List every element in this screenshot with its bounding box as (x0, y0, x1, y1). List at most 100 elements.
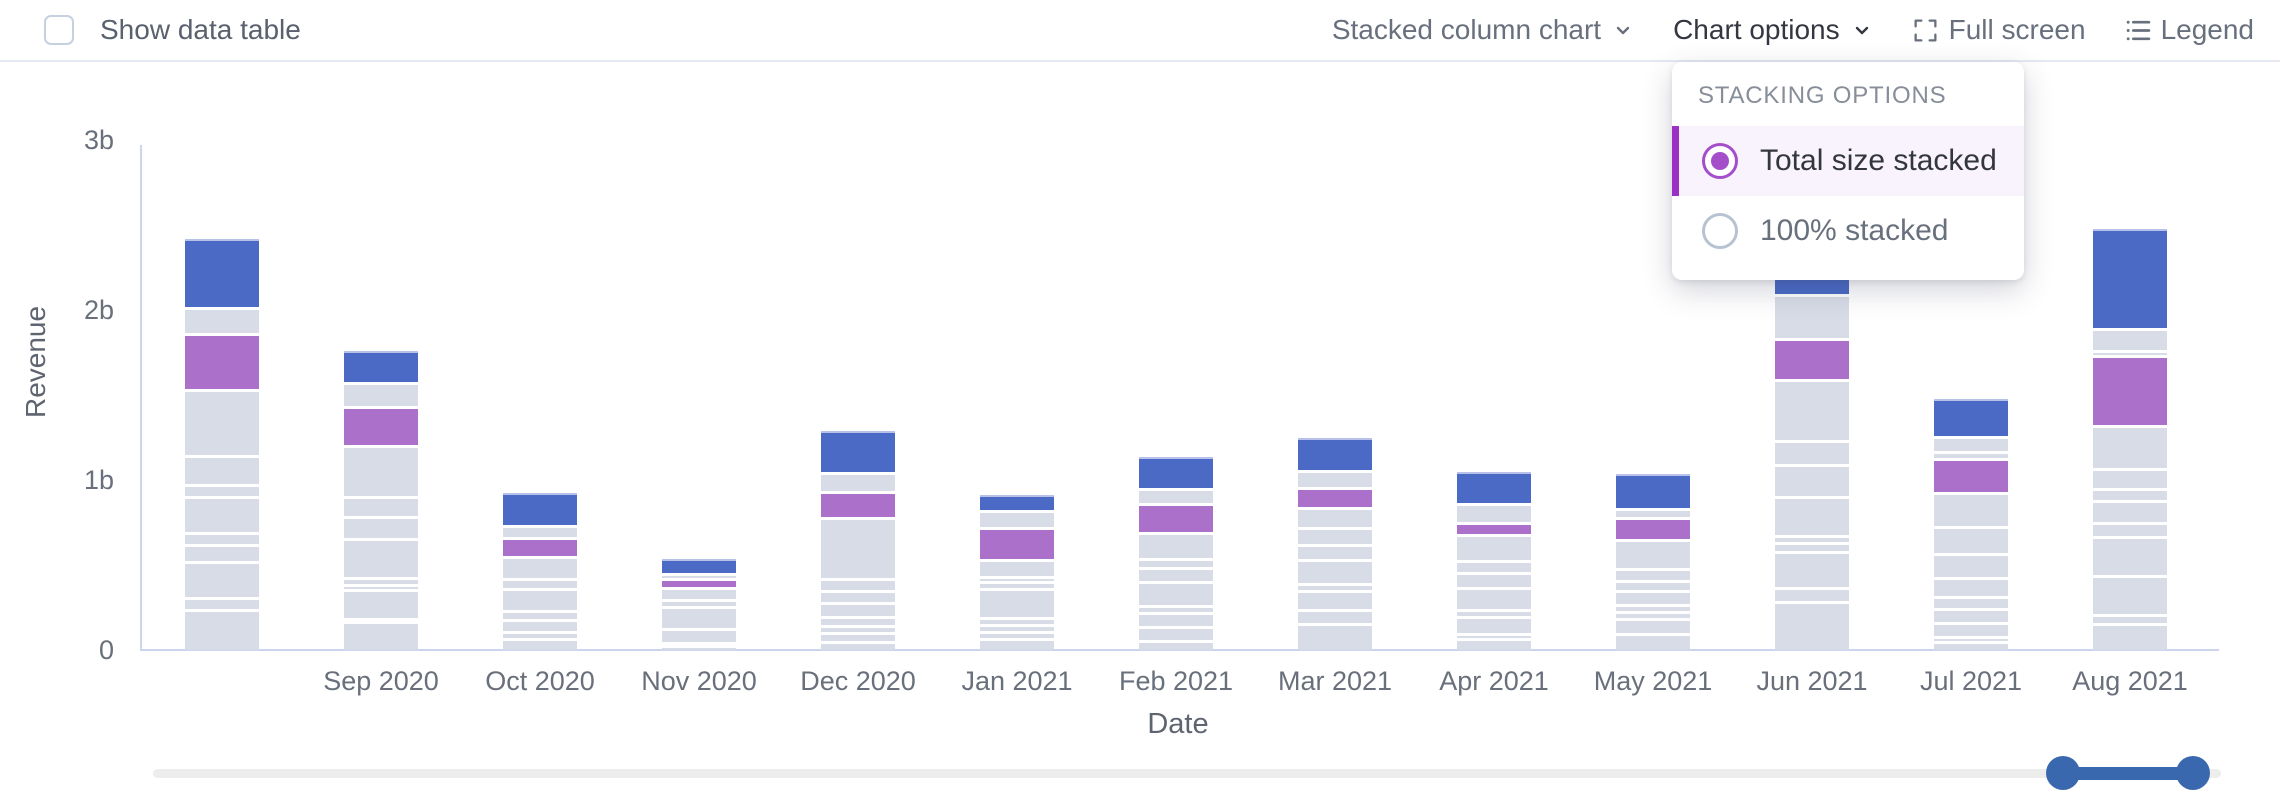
bar-segment (1298, 544, 1372, 559)
chart-options-label: Chart options (1673, 14, 1840, 45)
bar-segment (344, 382, 418, 406)
x-tick-label: Jun 2021 (1756, 666, 1868, 696)
bar-column-1[interactable] (185, 239, 259, 650)
bar-segment (1616, 633, 1690, 650)
bar-apr-2021[interactable] (1457, 472, 1531, 650)
bar-segment (185, 597, 259, 609)
full-screen-button[interactable]: Full screen (1912, 14, 2086, 46)
time-range-selected-bar[interactable] (2063, 767, 2193, 780)
bar-sep-2020[interactable] (344, 351, 418, 650)
stacking-option-total-size-stacked[interactable]: Total size stacked (1672, 126, 2024, 196)
bar-segment (344, 618, 418, 621)
show-data-table-control[interactable]: Show data table (44, 0, 301, 60)
bar-oct-2020[interactable] (503, 493, 577, 650)
full-screen-label: Full screen (1948, 14, 2086, 45)
bar-segment (185, 544, 259, 561)
bar-segment (980, 631, 1054, 638)
radio-unselected-icon[interactable] (1702, 213, 1738, 249)
bar-segment (503, 619, 577, 631)
y-tick-label: 3b (83, 125, 114, 155)
bar-segment (821, 625, 895, 632)
bar-segment (1616, 611, 1690, 618)
bar-segment (821, 641, 895, 650)
bar-feb-2021[interactable] (1139, 457, 1213, 650)
bar-segment (344, 589, 418, 618)
bar-segment (662, 587, 736, 599)
bar-segment (1139, 532, 1213, 558)
bar-segment (185, 307, 259, 333)
bar-segment (980, 576, 1054, 581)
bar-segment (1934, 577, 2008, 596)
y-axis-title: Revenue (20, 305, 51, 418)
bar-jan-2021[interactable] (980, 495, 1054, 650)
chevron-down-icon (1611, 18, 1635, 42)
bar-segment (2093, 500, 2167, 522)
bar-segment (1616, 568, 1690, 580)
chart-options-dropdown[interactable]: Chart options (1673, 14, 1874, 46)
bar-segment (2093, 468, 2167, 488)
chart-type-label: Stacked column chart (1331, 14, 1602, 45)
stacking-option-label: 100% stacked (1760, 214, 1949, 247)
bar-segment (2093, 425, 2167, 468)
bar-segment (344, 577, 418, 584)
bar-segment (1139, 558, 1213, 567)
time-range-slider-track[interactable] (153, 769, 2221, 778)
bar-may-2021[interactable] (1616, 474, 1690, 650)
bar-aug-2021[interactable] (2093, 229, 2167, 650)
bar-segment (1775, 535, 1849, 542)
bar-segment (2093, 355, 2167, 425)
bar-segment (185, 484, 259, 496)
bar-segment (2093, 488, 2167, 500)
bar-segment (980, 495, 1054, 510)
bar-segment (1457, 638, 1531, 650)
bar-segment (1775, 587, 1849, 601)
x-tick-label: Mar 2021 (1277, 666, 1393, 696)
bar-jun-2021[interactable] (1775, 268, 1849, 650)
bar-segment (980, 624, 1054, 631)
bar-segment (1934, 608, 2008, 622)
x-tick-label: Dec 2020 (800, 666, 916, 696)
bar-segment (980, 581, 1054, 588)
bar-segment (1616, 590, 1690, 604)
legend-list-icon (2124, 17, 2151, 44)
bar-segment (344, 538, 418, 577)
fullscreen-icon (1912, 17, 1939, 44)
bar-segment (1775, 294, 1849, 338)
bar-segment (1139, 488, 1213, 503)
time-range-handle-right[interactable] (2176, 756, 2210, 790)
bar-segment (1934, 458, 2008, 492)
bar-segment (1616, 580, 1690, 590)
stacking-options-popover: STACKING OPTIONS Total size stacked 100% … (1672, 62, 2024, 280)
x-tick-label: Apr 2021 (1439, 666, 1549, 696)
y-tick-label: 0 (98, 635, 114, 665)
bar-segment (1139, 612, 1213, 626)
bar-segment (821, 602, 895, 616)
bar-segment (1775, 542, 1849, 551)
bar-segment (1934, 436, 2008, 451)
bar-segment (1775, 379, 1849, 440)
show-data-table-checkbox[interactable] (44, 15, 74, 45)
chart-type-dropdown[interactable]: Stacked column chart (1332, 14, 1635, 46)
bar-jul-2021[interactable] (1934, 399, 2008, 650)
bar-segment (1298, 470, 1372, 487)
legend-button[interactable]: Legend (2124, 14, 2254, 46)
bar-segment (980, 510, 1054, 527)
bar-segment (1298, 609, 1372, 623)
bar-segment (344, 351, 418, 382)
bar-segment (821, 517, 895, 578)
x-tick-label: Aug 2021 (2072, 666, 2188, 696)
bar-segment (1616, 474, 1690, 508)
bar-mar-2021[interactable] (1298, 438, 1372, 650)
stacking-option-label: Total size stacked (1760, 144, 1997, 177)
radio-selected-icon[interactable] (1702, 143, 1738, 179)
bar-segment (1139, 457, 1213, 488)
bar-nov-2020[interactable] (662, 559, 736, 650)
x-tick-label: Nov 2020 (641, 666, 757, 696)
stacking-option-100-stacked[interactable]: 100% stacked (1672, 196, 2024, 266)
bar-segment (1298, 438, 1372, 470)
time-range-handle-left[interactable] (2046, 756, 2080, 790)
bar-dec-2020[interactable] (821, 431, 895, 650)
x-tick-label: May 2021 (1593, 666, 1713, 696)
bar-segment (980, 617, 1054, 624)
